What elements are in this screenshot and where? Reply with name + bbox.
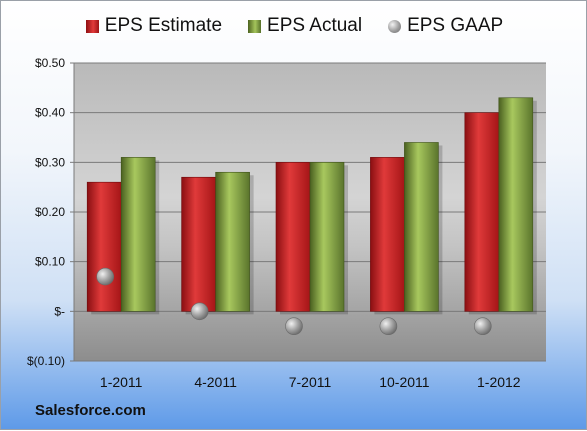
y-tick-label: $0.20 bbox=[35, 205, 65, 219]
legend-swatch-gaap bbox=[388, 19, 402, 33]
x-tick-label: 1-2011 bbox=[100, 374, 143, 390]
gaap-points bbox=[96, 267, 492, 336]
legend-label-actual: EPS Actual bbox=[267, 15, 363, 36]
bar-eps-actual bbox=[215, 171, 250, 312]
legend-swatch-estimate bbox=[85, 19, 99, 33]
y-tick-label: $0.50 bbox=[35, 56, 65, 70]
y-tick-label: $0.30 bbox=[35, 155, 65, 169]
source-label: Salesforce.com bbox=[35, 402, 146, 419]
y-tick-label: $0.10 bbox=[35, 255, 65, 269]
point-eps-gaap bbox=[473, 317, 492, 336]
point-eps-gaap bbox=[379, 317, 398, 336]
y-tick-label: $- bbox=[54, 304, 65, 318]
x-tick-label: 10-2011 bbox=[379, 374, 430, 390]
x-tick-label: 1-2012 bbox=[477, 374, 521, 390]
y-axis: $0.50 $0.40 $0.30 $0.20 $0.10 $- $(0.10) bbox=[27, 56, 75, 368]
legend-label-gaap: EPS GAAP bbox=[407, 15, 504, 36]
bar-eps-estimate bbox=[86, 181, 122, 312]
point-eps-gaap bbox=[190, 302, 209, 321]
legend-swatch-actual bbox=[248, 19, 262, 33]
legend-label-estimate: EPS Estimate bbox=[104, 15, 223, 36]
point-eps-gaap bbox=[285, 317, 303, 336]
bars bbox=[86, 97, 537, 315]
bar-eps-estimate bbox=[275, 162, 311, 312]
bar-eps-actual bbox=[404, 142, 439, 312]
point-eps-gaap bbox=[96, 267, 114, 286]
y-tick-label: $(0.10) bbox=[27, 354, 65, 368]
x-tick-label: 7-2011 bbox=[289, 374, 332, 390]
bar-eps-estimate bbox=[181, 176, 216, 312]
bar-eps-estimate bbox=[370, 157, 405, 312]
legend-item-gaap: EPS GAAP bbox=[388, 15, 503, 37]
y-tick-label: $0.40 bbox=[35, 106, 65, 120]
x-axis: 1-2011 4-2011 7-2011 10-2011 1-2012 bbox=[100, 374, 521, 390]
legend-item-actual: EPS Actual bbox=[248, 15, 362, 37]
legend-item-estimate: EPS Estimate bbox=[85, 15, 223, 37]
bar-eps-actual bbox=[309, 162, 345, 312]
x-tick-label: 4-2011 bbox=[194, 374, 237, 390]
bar-eps-estimate bbox=[464, 112, 500, 312]
legend: EPS Estimate EPS Actual EPS GAAP bbox=[1, 15, 587, 37]
bar-eps-actual bbox=[498, 97, 534, 312]
bar-eps-actual bbox=[120, 157, 156, 312]
